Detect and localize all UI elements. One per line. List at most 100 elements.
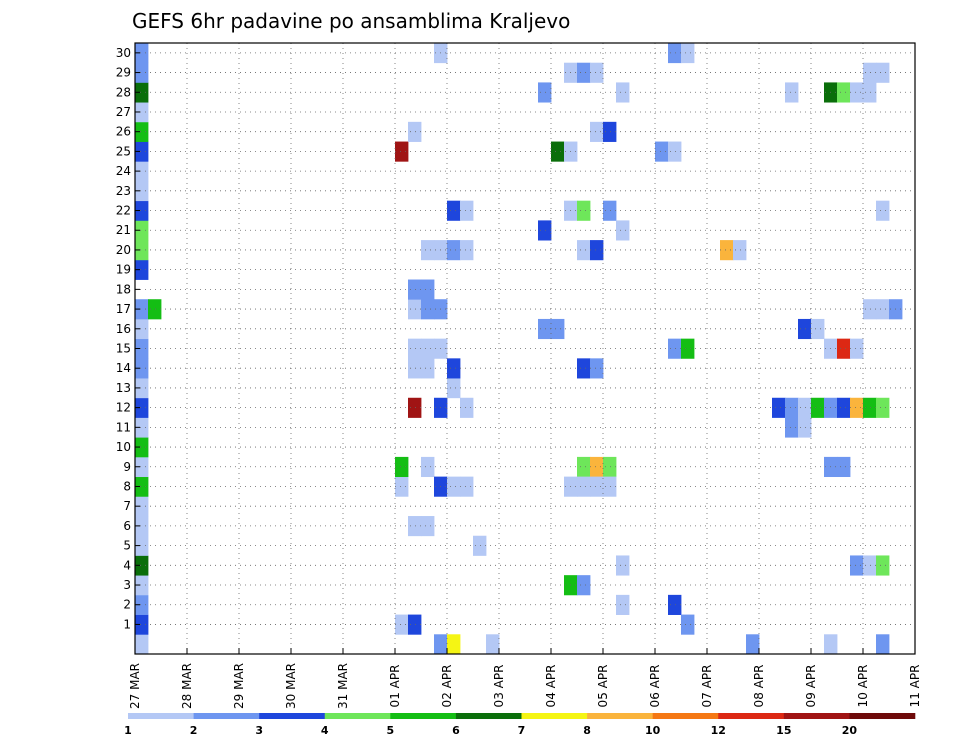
- precip-cell: [668, 338, 682, 359]
- precip-cell: [434, 634, 448, 655]
- colorbar-label: 1: [124, 724, 132, 737]
- precip-cell: [447, 200, 461, 221]
- precip-cell: [148, 299, 162, 320]
- precip-cell: [577, 358, 591, 379]
- colorbar-swatch: [521, 713, 588, 719]
- colorbar-swatch: [849, 713, 916, 719]
- x-tick-label: 30 MAR: [284, 663, 298, 709]
- precip-cell: [538, 220, 552, 241]
- precip-cell: [798, 318, 812, 340]
- colorbar-label: 12: [711, 724, 726, 737]
- precip-cell: [577, 240, 591, 261]
- y-tick-label: 20: [116, 243, 131, 257]
- precip-cell: [876, 397, 890, 418]
- x-tick-label: 11 APR: [908, 665, 922, 708]
- precip-cell: [616, 220, 630, 241]
- colorbar-swatch: [390, 713, 457, 719]
- y-tick-label: 15: [116, 342, 131, 356]
- colorbar-label: 5: [387, 724, 395, 737]
- precip-cell: [135, 62, 149, 83]
- colorbar-swatch: [587, 713, 653, 719]
- colorbar-swatch: [652, 713, 719, 719]
- precip-cell: [577, 200, 591, 221]
- colorbar-swatch: [783, 713, 850, 719]
- precip-cell: [135, 476, 149, 497]
- precip-cell: [837, 397, 851, 418]
- x-tick-label: 02 APR: [440, 665, 454, 708]
- x-tick-label: 01 APR: [388, 665, 402, 708]
- precip-cell: [876, 634, 890, 655]
- x-tick-label: 09 APR: [804, 665, 818, 708]
- colorbar-label: 10: [645, 724, 661, 737]
- precip-cell: [447, 634, 461, 655]
- precip-cell: [135, 318, 149, 340]
- colorbar-swatch: [718, 713, 785, 719]
- precip-cell: [421, 456, 435, 478]
- y-tick-label: 4: [123, 558, 131, 572]
- precip-cell: [876, 299, 890, 320]
- precip-cell: [590, 121, 604, 142]
- precip-cell: [135, 535, 149, 556]
- precip-cell: [135, 102, 149, 123]
- x-tick-label: 04 APR: [544, 665, 558, 708]
- precip-cell: [733, 240, 747, 261]
- y-tick-label: 26: [116, 125, 131, 139]
- precip-cell: [551, 318, 565, 340]
- precip-cell: [460, 200, 474, 221]
- precip-cell: [603, 200, 617, 221]
- x-tick-label: 28 MAR: [180, 663, 194, 709]
- precip-cell: [135, 121, 149, 142]
- colorbar: 1 2 3 4 5 6 7 8 10 12 15 20: [124, 713, 916, 737]
- precip-cell: [616, 82, 630, 103]
- y-tick-label: 29: [116, 66, 131, 80]
- precip-cell: [447, 378, 461, 399]
- precip-cell: [837, 82, 851, 103]
- y-tick-label: 12: [116, 401, 131, 415]
- precip-cell: [876, 200, 890, 221]
- colorbar-label: 20: [842, 724, 858, 737]
- precip-cell: [135, 161, 149, 182]
- precip-cell: [798, 417, 812, 438]
- precip-cell: [421, 240, 435, 261]
- x-tick-label: 07 APR: [700, 665, 714, 708]
- precip-cell: [135, 496, 149, 517]
- precip-cell: [135, 240, 149, 261]
- precip-cell: [135, 200, 149, 221]
- precip-cell: [668, 43, 682, 64]
- precip-cell: [135, 594, 149, 615]
- precip-cell: [668, 141, 682, 162]
- precip-cell: [408, 614, 422, 635]
- precip-cell: [447, 358, 461, 379]
- precip-cell: [837, 456, 851, 478]
- precip-cell: [135, 575, 149, 596]
- precip-cell: [603, 476, 617, 497]
- precip-cell: [577, 456, 591, 478]
- precip-cell: [681, 614, 695, 635]
- precip-cell: [590, 476, 604, 497]
- precip-cell: [408, 121, 422, 142]
- precip-cell: [785, 82, 799, 103]
- y-tick-label: 17: [116, 302, 131, 316]
- precip-cell: [590, 358, 604, 379]
- precip-cell: [447, 240, 461, 261]
- y-tick-label: 25: [116, 144, 131, 158]
- precip-cell: [538, 82, 552, 103]
- precip-cell: [785, 397, 799, 418]
- y-tick-label: 13: [116, 381, 131, 395]
- precip-cell: [577, 476, 591, 497]
- precip-cell: [590, 240, 604, 261]
- precip-cell: [876, 555, 890, 576]
- precip-cell: [135, 338, 149, 359]
- precip-cell: [421, 358, 435, 379]
- colorbar-swatch: [455, 713, 522, 719]
- precip-cell: [863, 62, 877, 83]
- colorbar-label: 3: [255, 724, 263, 737]
- precip-cell: [135, 82, 149, 103]
- precip-cell: [135, 299, 149, 320]
- precip-cell: [577, 62, 591, 83]
- precip-cell: [811, 318, 825, 340]
- precip-cell: [798, 397, 812, 418]
- precip-cell: [135, 259, 149, 280]
- y-tick-label: 9: [123, 460, 131, 474]
